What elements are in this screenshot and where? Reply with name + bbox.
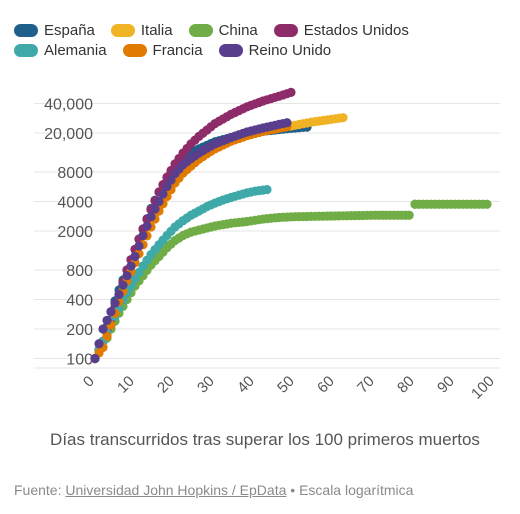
source-note: Fuente: Universidad John Hopkins / EpDat… bbox=[14, 482, 413, 498]
legend-swatch-italia bbox=[110, 23, 135, 37]
legend-label-alemania: Alemania bbox=[44, 41, 107, 59]
y-tick-label: 100 bbox=[66, 352, 93, 369]
legend-item-china[interactable]: China bbox=[188, 21, 258, 39]
data-point[interactable] bbox=[154, 196, 164, 207]
y-tick-label: 2000 bbox=[57, 224, 93, 241]
legend-label-estados-unidos: Estados Unidos bbox=[303, 21, 409, 39]
data-point[interactable] bbox=[110, 298, 120, 308]
data-point[interactable] bbox=[102, 331, 112, 341]
y-tick-label: 20,000 bbox=[44, 126, 93, 143]
y-axis-ticks: 100 200 400 800 2000 4000 8000 20,000 40,000 bbox=[44, 97, 93, 369]
legend-item-francia[interactable]: Francia bbox=[122, 41, 203, 59]
data-point[interactable] bbox=[146, 212, 156, 222]
source-suffix: • Escala logarítmica bbox=[286, 482, 414, 498]
series-china bbox=[90, 199, 492, 364]
data-point[interactable] bbox=[482, 199, 492, 209]
legend-item-alemania[interactable]: Alemania bbox=[14, 42, 107, 59]
data-point[interactable] bbox=[98, 324, 108, 334]
source-prefix: Fuente: bbox=[14, 482, 66, 498]
data-point[interactable] bbox=[286, 87, 296, 97]
data-point[interactable] bbox=[338, 113, 348, 123]
data-point[interactable] bbox=[114, 289, 124, 300]
data-point[interactable] bbox=[90, 353, 100, 364]
data-point[interactable] bbox=[126, 261, 136, 271]
legend-swatch-francia bbox=[122, 43, 147, 57]
x-tick-label: 30 bbox=[194, 373, 218, 397]
x-tick-label: 50 bbox=[274, 373, 298, 397]
legend: España Italia China Estados Unidos Alema… bbox=[14, 20, 514, 60]
data-point[interactable] bbox=[118, 280, 128, 290]
y-tick-label: 800 bbox=[66, 263, 93, 280]
data-point[interactable] bbox=[102, 315, 112, 325]
x-tick-label: 100 bbox=[468, 373, 498, 403]
x-tick-label: 40 bbox=[234, 373, 258, 397]
legend-item-italia[interactable]: Italia bbox=[110, 21, 173, 39]
y-tick-label: 8000 bbox=[57, 165, 93, 182]
data-point[interactable] bbox=[142, 221, 152, 231]
y-tick-label: 40,000 bbox=[44, 97, 93, 114]
legend-item-reino-unido[interactable]: Reino Unido bbox=[218, 41, 332, 59]
y-tick-label: 4000 bbox=[57, 195, 93, 212]
data-point[interactable] bbox=[262, 184, 272, 195]
chart-area: 100 200 400 800 2000 4000 8000 20,000 40,000 0 10… bbox=[34, 87, 500, 449]
legend-swatch-reino-unido bbox=[218, 43, 243, 57]
legend-label-italia: Italia bbox=[140, 21, 173, 39]
legend-label-espana: España bbox=[44, 21, 95, 39]
data-point[interactable] bbox=[94, 339, 104, 349]
legend-row-2: Alemania Francia Reino Unido bbox=[14, 40, 514, 60]
legend-label-reino-unido: Reino Unido bbox=[248, 41, 332, 59]
legend-swatch-espana bbox=[14, 23, 38, 37]
data-point[interactable] bbox=[282, 118, 292, 128]
legend-item-espana[interactable]: España bbox=[14, 22, 95, 39]
data-point[interactable] bbox=[122, 271, 132, 281]
legend-label-francia: Francia bbox=[152, 41, 203, 59]
x-tick-label: 20 bbox=[154, 373, 178, 397]
source-link[interactable]: Universidad John Hopkins / EpData bbox=[65, 482, 287, 498]
x-tick-label: 0 bbox=[80, 373, 98, 391]
series-alemania bbox=[90, 184, 272, 364]
data-point[interactable] bbox=[158, 189, 168, 199]
data-point[interactable] bbox=[106, 307, 116, 317]
legend-label-china: China bbox=[218, 21, 258, 39]
data-point[interactable] bbox=[130, 251, 140, 262]
y-tick-label: 200 bbox=[66, 322, 93, 339]
data-point[interactable] bbox=[138, 230, 148, 241]
x-tick-label: 70 bbox=[354, 373, 378, 397]
series-layer bbox=[90, 87, 492, 364]
x-tick-label: 80 bbox=[394, 373, 418, 397]
legend-item-estados-unidos[interactable]: Estados Unidos bbox=[273, 21, 409, 39]
legend-swatch-estados-unidos bbox=[273, 23, 298, 37]
series-reino-unido bbox=[90, 118, 292, 364]
legend-swatch-china bbox=[188, 23, 213, 37]
x-tick-label: 10 bbox=[114, 373, 138, 397]
data-point[interactable] bbox=[404, 210, 414, 220]
y-tick-label: 400 bbox=[66, 293, 93, 310]
x-tick-label: 90 bbox=[434, 373, 458, 397]
x-axis-ticks: 0 10 20 30 40 50 60 70 80 90 100 bbox=[80, 373, 498, 403]
data-point[interactable] bbox=[134, 241, 144, 251]
x-tick-label: 60 bbox=[314, 373, 338, 397]
legend-swatch-alemania bbox=[14, 43, 38, 57]
x-axis-label: Días transcurridos tras superar los 100 … bbox=[50, 430, 480, 449]
legend-row-1: España Italia China Estados Unidos bbox=[14, 20, 514, 40]
data-point[interactable] bbox=[150, 204, 160, 214]
